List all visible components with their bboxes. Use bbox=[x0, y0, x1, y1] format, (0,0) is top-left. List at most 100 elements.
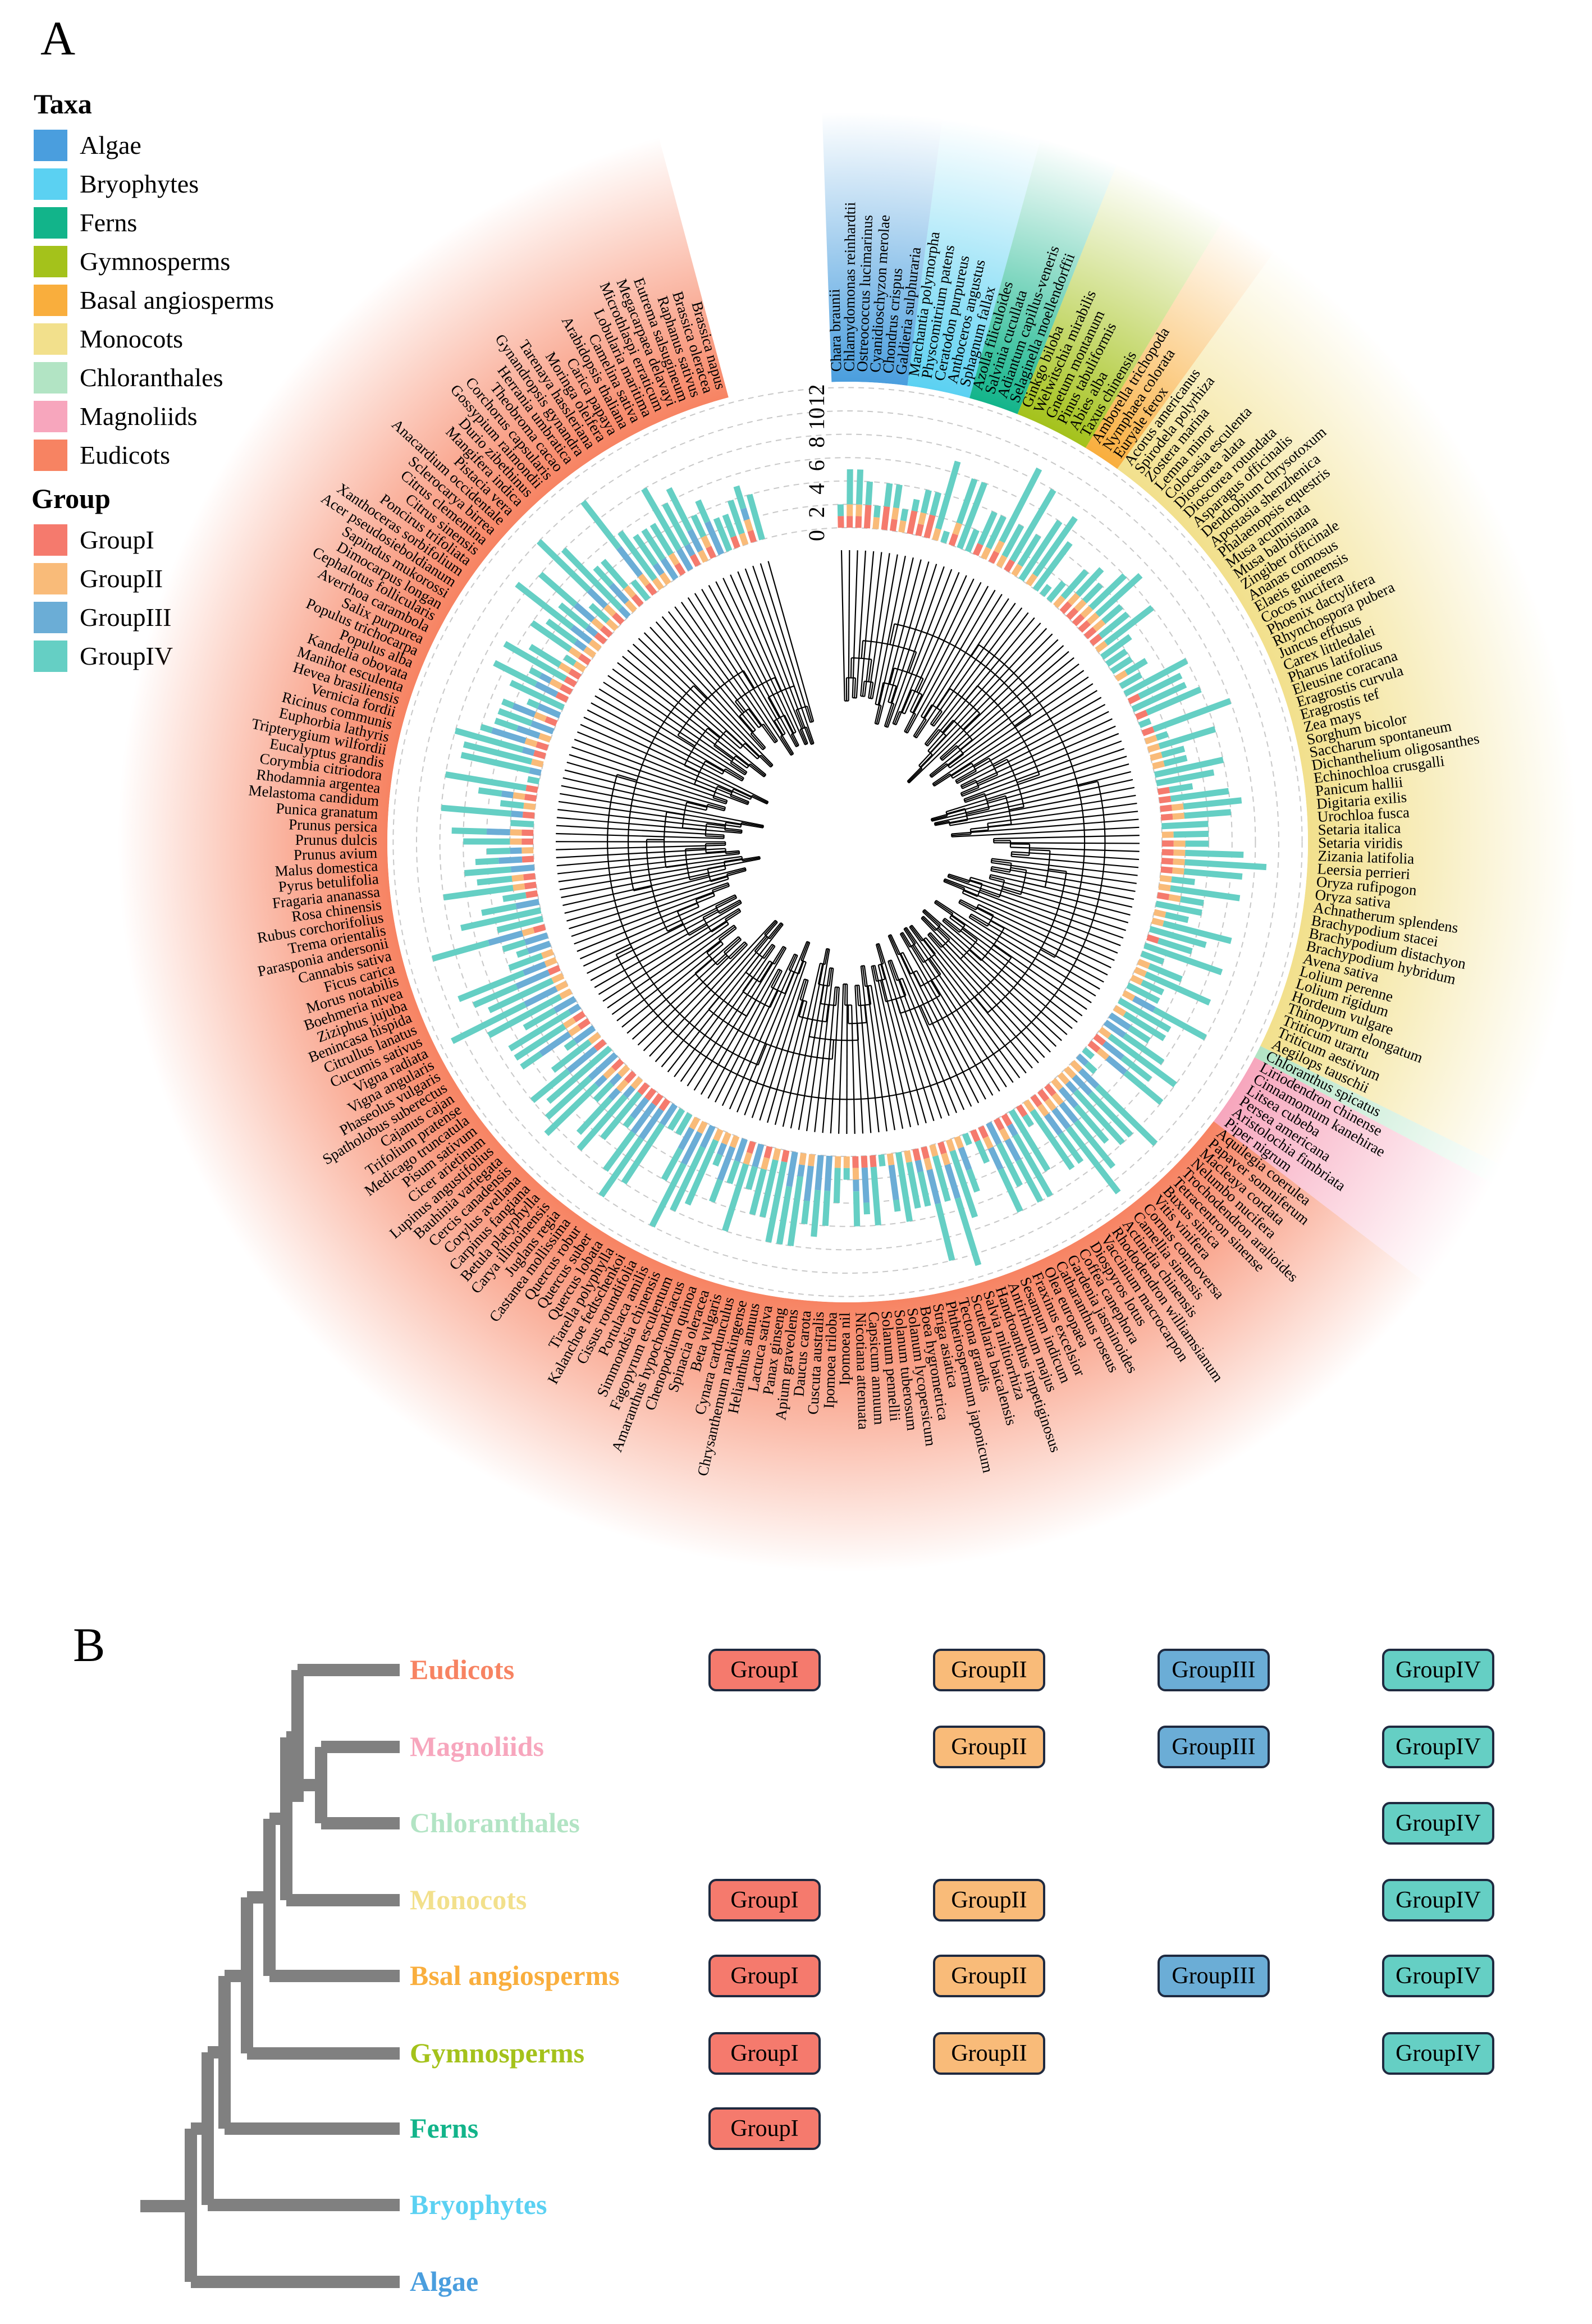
bar-segment bbox=[633, 534, 658, 566]
bar-segment bbox=[1148, 963, 1183, 982]
bar-segment bbox=[630, 1097, 649, 1119]
bar-segment bbox=[522, 811, 535, 819]
bar-segment bbox=[539, 673, 552, 684]
legend-label: Monocots bbox=[80, 324, 183, 353]
bar-segment bbox=[570, 625, 593, 644]
bar-segment bbox=[1092, 619, 1106, 632]
bar-segment bbox=[1141, 726, 1155, 736]
bar-segment bbox=[717, 1146, 736, 1181]
bar-segment bbox=[1154, 757, 1224, 778]
bar-segment bbox=[486, 828, 510, 836]
group-box: GroupI bbox=[708, 1955, 821, 1997]
bar-segment bbox=[772, 1147, 781, 1161]
bar-segment bbox=[603, 1067, 616, 1079]
bar-segment bbox=[1051, 1078, 1063, 1091]
bar-segment bbox=[701, 535, 712, 549]
bar-segment bbox=[616, 546, 643, 578]
bar-segment bbox=[1104, 605, 1155, 646]
group-box: GroupIV bbox=[1382, 2032, 1494, 2075]
bar-segment bbox=[972, 543, 983, 556]
bar-segment bbox=[538, 571, 578, 607]
bar-segment bbox=[1063, 1066, 1077, 1079]
bar-segment bbox=[445, 771, 527, 792]
bar-segment bbox=[588, 639, 602, 652]
bar-segment bbox=[999, 467, 1042, 543]
bar-segment bbox=[853, 1179, 859, 1192]
bar-segment bbox=[1058, 1132, 1084, 1164]
bar-segment bbox=[608, 1087, 621, 1101]
taxa-sector bbox=[969, 138, 1117, 414]
bar-segment bbox=[954, 1136, 964, 1149]
bar-segment bbox=[638, 573, 650, 587]
bar-segment bbox=[651, 1093, 664, 1106]
legend-item-taxa: Basal angiosperms bbox=[34, 281, 274, 319]
taxa-sector bbox=[907, 118, 1041, 399]
bar-segment bbox=[747, 530, 757, 543]
bar-segment bbox=[1123, 658, 1188, 697]
bar-segment bbox=[617, 1064, 630, 1078]
bar-segment bbox=[549, 678, 563, 689]
bar-segment bbox=[638, 1108, 664, 1140]
bar-segment bbox=[1030, 1094, 1042, 1108]
bar-segment bbox=[1032, 516, 1078, 577]
bar-segment bbox=[558, 602, 589, 630]
bar-segment bbox=[652, 562, 665, 576]
bar-segment bbox=[1060, 569, 1089, 600]
bar-segment bbox=[1070, 1060, 1083, 1073]
bar-segment bbox=[1108, 1012, 1132, 1031]
bar-segment bbox=[594, 632, 607, 644]
bar-segment bbox=[1018, 519, 1063, 582]
bar-segment bbox=[884, 483, 893, 507]
bar-segment bbox=[527, 776, 540, 785]
legend-swatch bbox=[34, 168, 67, 200]
legend-taxa-title: Taxa bbox=[34, 88, 92, 120]
bar-segment bbox=[891, 507, 899, 520]
bar-segment bbox=[704, 520, 725, 556]
bar-segment bbox=[1185, 849, 1244, 858]
bar-segment bbox=[726, 1160, 740, 1184]
bar-segment bbox=[545, 1076, 592, 1120]
bar-segment bbox=[502, 892, 527, 902]
bar-segment bbox=[727, 499, 745, 535]
bar-segment bbox=[1001, 524, 1024, 558]
bar-segment bbox=[1130, 975, 1143, 986]
legend-label: Ferns bbox=[80, 208, 138, 237]
species-label: Prunus avium bbox=[294, 844, 378, 863]
bar-segment bbox=[544, 1083, 599, 1136]
bar-segment bbox=[1053, 595, 1066, 609]
bar-segment bbox=[555, 981, 569, 992]
bar-segment bbox=[1085, 1062, 1097, 1074]
taxa-sector bbox=[1117, 250, 1577, 1165]
bar-segment bbox=[1065, 607, 1079, 620]
bar-segment bbox=[749, 1168, 767, 1215]
bar-segment bbox=[658, 1098, 671, 1111]
bar-segment bbox=[1155, 731, 1169, 741]
taxa-sector bbox=[117, 137, 1428, 1572]
bar-segment bbox=[491, 727, 527, 744]
species-label: Chara braunii bbox=[826, 289, 844, 372]
bar-segment bbox=[1095, 641, 1108, 653]
bar-segment bbox=[561, 547, 623, 611]
bar-segment bbox=[502, 939, 527, 953]
group-box: GroupII bbox=[933, 2032, 1045, 2075]
bar-segment bbox=[593, 565, 614, 587]
bar-segment bbox=[712, 1153, 723, 1167]
bar-segment bbox=[1044, 1083, 1056, 1097]
bar-segment bbox=[752, 1143, 765, 1168]
bar-segment bbox=[624, 1070, 637, 1084]
bar-segment bbox=[923, 1158, 933, 1171]
bar-segment bbox=[937, 1141, 947, 1155]
bar-segment bbox=[473, 983, 518, 1008]
bar-segment bbox=[949, 1150, 978, 1218]
bar-segment bbox=[1161, 745, 1186, 758]
bar-segment bbox=[641, 487, 682, 551]
bar-segment bbox=[630, 1076, 643, 1090]
bar-segment bbox=[501, 790, 514, 799]
legend-label: Basal angiosperms bbox=[80, 286, 275, 314]
bar-segment bbox=[511, 874, 524, 882]
bar-segment bbox=[441, 804, 511, 817]
bar-segment bbox=[1037, 1104, 1049, 1117]
bar-segment bbox=[660, 1103, 678, 1126]
bar-segment bbox=[1172, 812, 1185, 820]
bar-segment bbox=[1004, 1138, 1021, 1162]
